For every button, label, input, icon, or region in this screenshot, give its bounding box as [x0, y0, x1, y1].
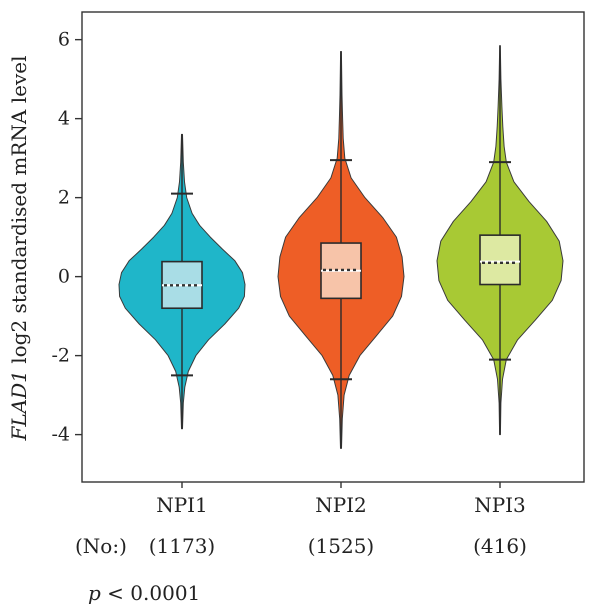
y-tick-label: 6	[58, 29, 70, 51]
violin-group-npi3	[436, 45, 564, 436]
y-tick-label: 2	[58, 187, 70, 209]
counts-prefix: (No:)	[75, 534, 127, 558]
y-tick-label: 4	[58, 108, 70, 130]
category-label-npi1: NPI1	[156, 493, 208, 517]
y-axis-label-gene: FLAD1	[7, 370, 31, 441]
violin-group-npi2	[277, 51, 405, 449]
iqr-box	[479, 234, 521, 286]
plot-frame	[81, 11, 585, 483]
y-tick-label: -2	[51, 345, 70, 367]
y-tick-label: 0	[58, 266, 70, 288]
count-label-npi3: (416)	[473, 534, 527, 558]
category-label-npi2: NPI2	[315, 493, 367, 517]
y-axis-label-text: log2 standardised mRNA level	[7, 56, 31, 371]
y-tick-label: -4	[51, 424, 70, 446]
count-label-npi1: (1173)	[149, 534, 216, 558]
x-axis-labels: NPI1 (1173) NPI2 (1525) NPI3 (416)	[149, 482, 527, 558]
p-value-annotation: p < 0.0001	[88, 581, 200, 605]
p-value-text: < 0.0001	[101, 581, 200, 605]
count-label-npi2: (1525)	[308, 534, 375, 558]
violins	[118, 45, 564, 449]
p-value-symbol: p	[88, 581, 101, 605]
y-axis-label: FLAD1 log2 standardised mRNA level	[7, 56, 31, 442]
violin-group-npi1	[118, 133, 246, 430]
y-axis: -4 -2 0 2 4 6	[51, 29, 82, 446]
category-label-npi3: NPI3	[474, 493, 526, 517]
